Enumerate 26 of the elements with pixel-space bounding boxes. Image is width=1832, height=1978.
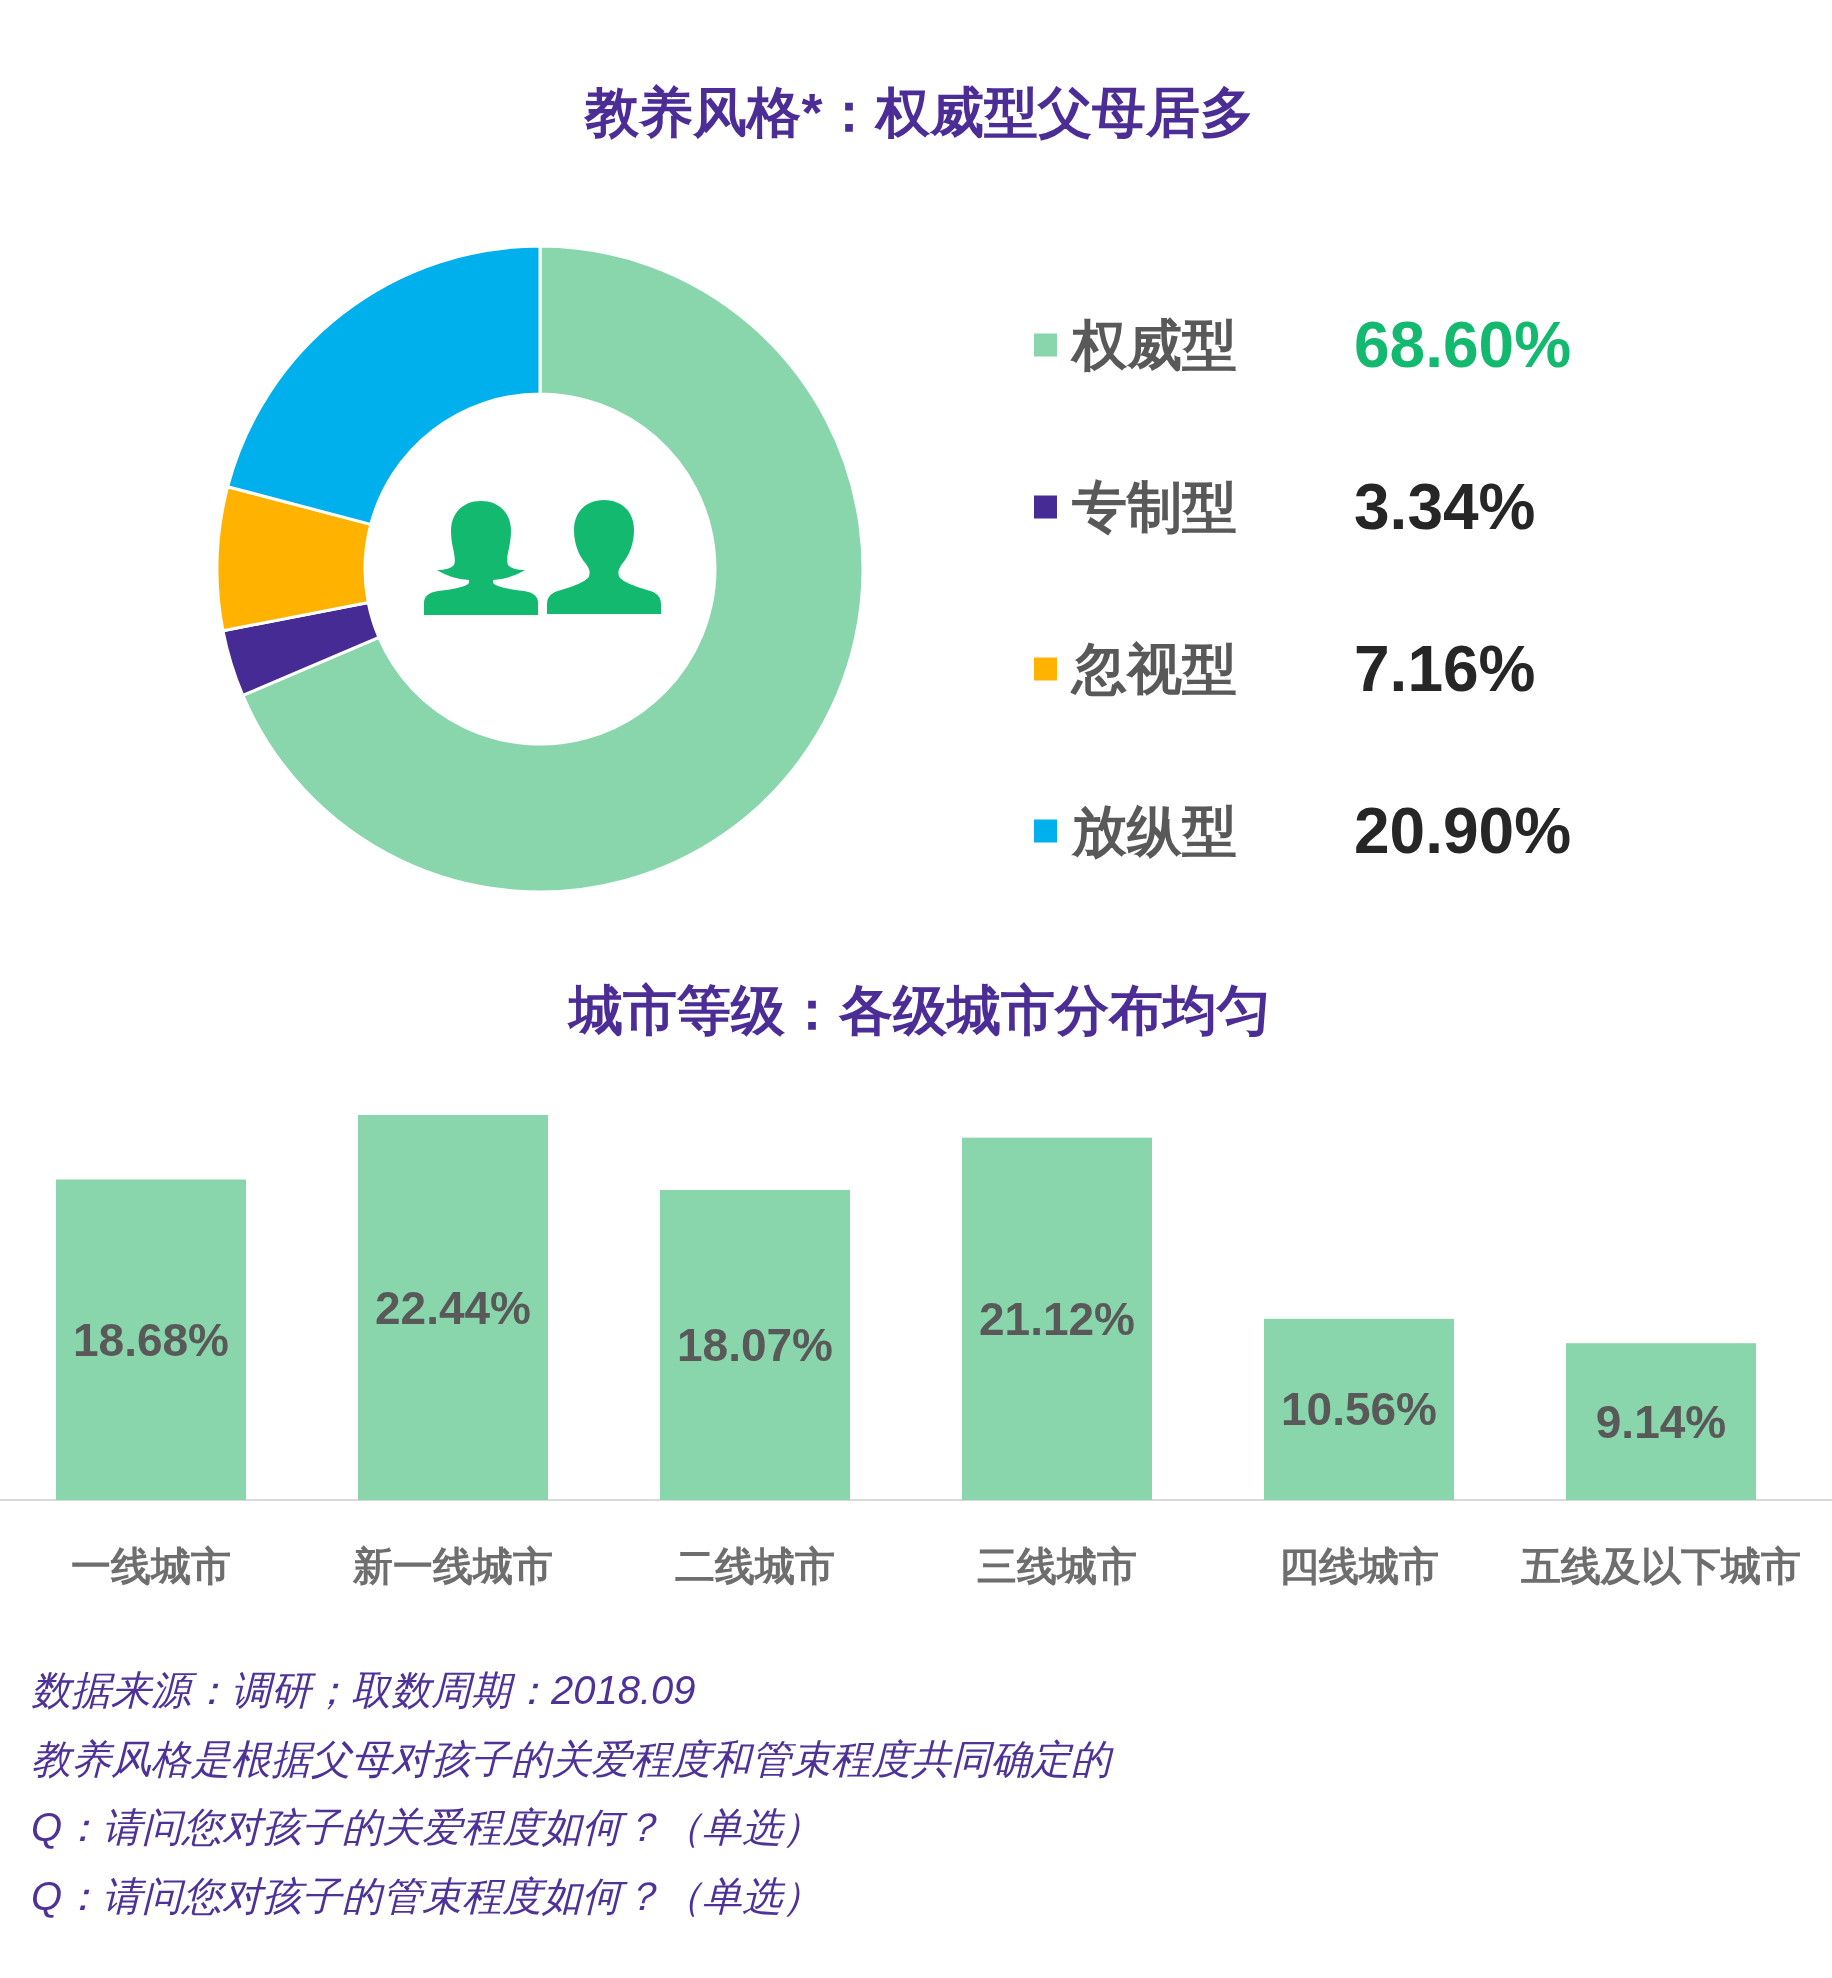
chart-title: 城市等级：各级城市分布均匀 [567,980,1271,1040]
legend-label: 放纵型 [1071,800,1237,862]
x-tick-label: 五线及以下城市 [1520,1544,1801,1588]
legend-label: 权威型 [1070,314,1237,376]
chart-title: 教养风格*：权威型父母居多 [583,82,1255,142]
x-tick-label: 三线城市 [977,1544,1137,1588]
text: Q：请问您对孩子的关爱程度如何？（单选） [31,1805,823,1849]
x-tick-label: 一线城市 [71,1544,231,1588]
data-label: 18.68% [72,1313,230,1366]
text: 教养风格是根据父母对孩子的关爱程度和管束程度共同确定的 [31,1736,1114,1781]
data-label: 68.60% [1354,309,1572,381]
data-label: 21.12% [978,1292,1136,1345]
data-label: 20.90% [1354,795,1572,867]
x-tick-label: 二线城市 [675,1544,835,1588]
data-label: 7.16% [1354,633,1536,705]
data-label: 18.07% [676,1318,834,1371]
data-label: 3.34% [1354,471,1536,543]
source-note: 数据来源：调研；取数周期：2018.09 [31,1668,696,1712]
data-label: 9.14% [1595,1395,1727,1448]
legend-label: 专制型 [1071,476,1237,538]
x-tick-label: 新一线城市 [352,1544,553,1588]
data-label: 22.44% [374,1281,532,1334]
text: Q：请问您对孩子的管束程度如何？（单选） [31,1873,823,1918]
legend-label: 忽视型 [1070,638,1237,700]
x-tick-label: 四线城市 [1279,1544,1439,1588]
data-label: 10.56% [1280,1383,1438,1436]
